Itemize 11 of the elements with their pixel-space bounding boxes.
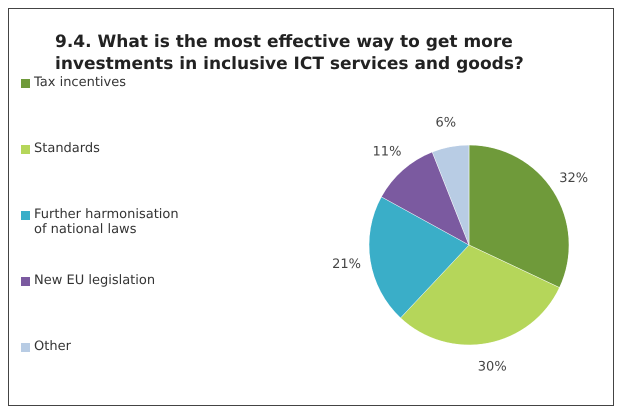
legend-label: Tax incentives [34,75,127,90]
data-label: 6% [435,116,456,131]
legend-label: New EU legislation [34,273,156,288]
data-label: 11% [372,144,402,160]
data-label: 21% [332,256,361,272]
legend-label: Further harmonisation of national laws [34,207,180,237]
legend-label: Standards [34,141,101,156]
chart-title: 9.4. What is the most effective way to get more investments in inclusive ICT services and goods? [54,31,525,75]
legend-label: Other [34,339,72,354]
data-label: 30% [478,359,507,374]
data-label: 32% [559,171,588,186]
